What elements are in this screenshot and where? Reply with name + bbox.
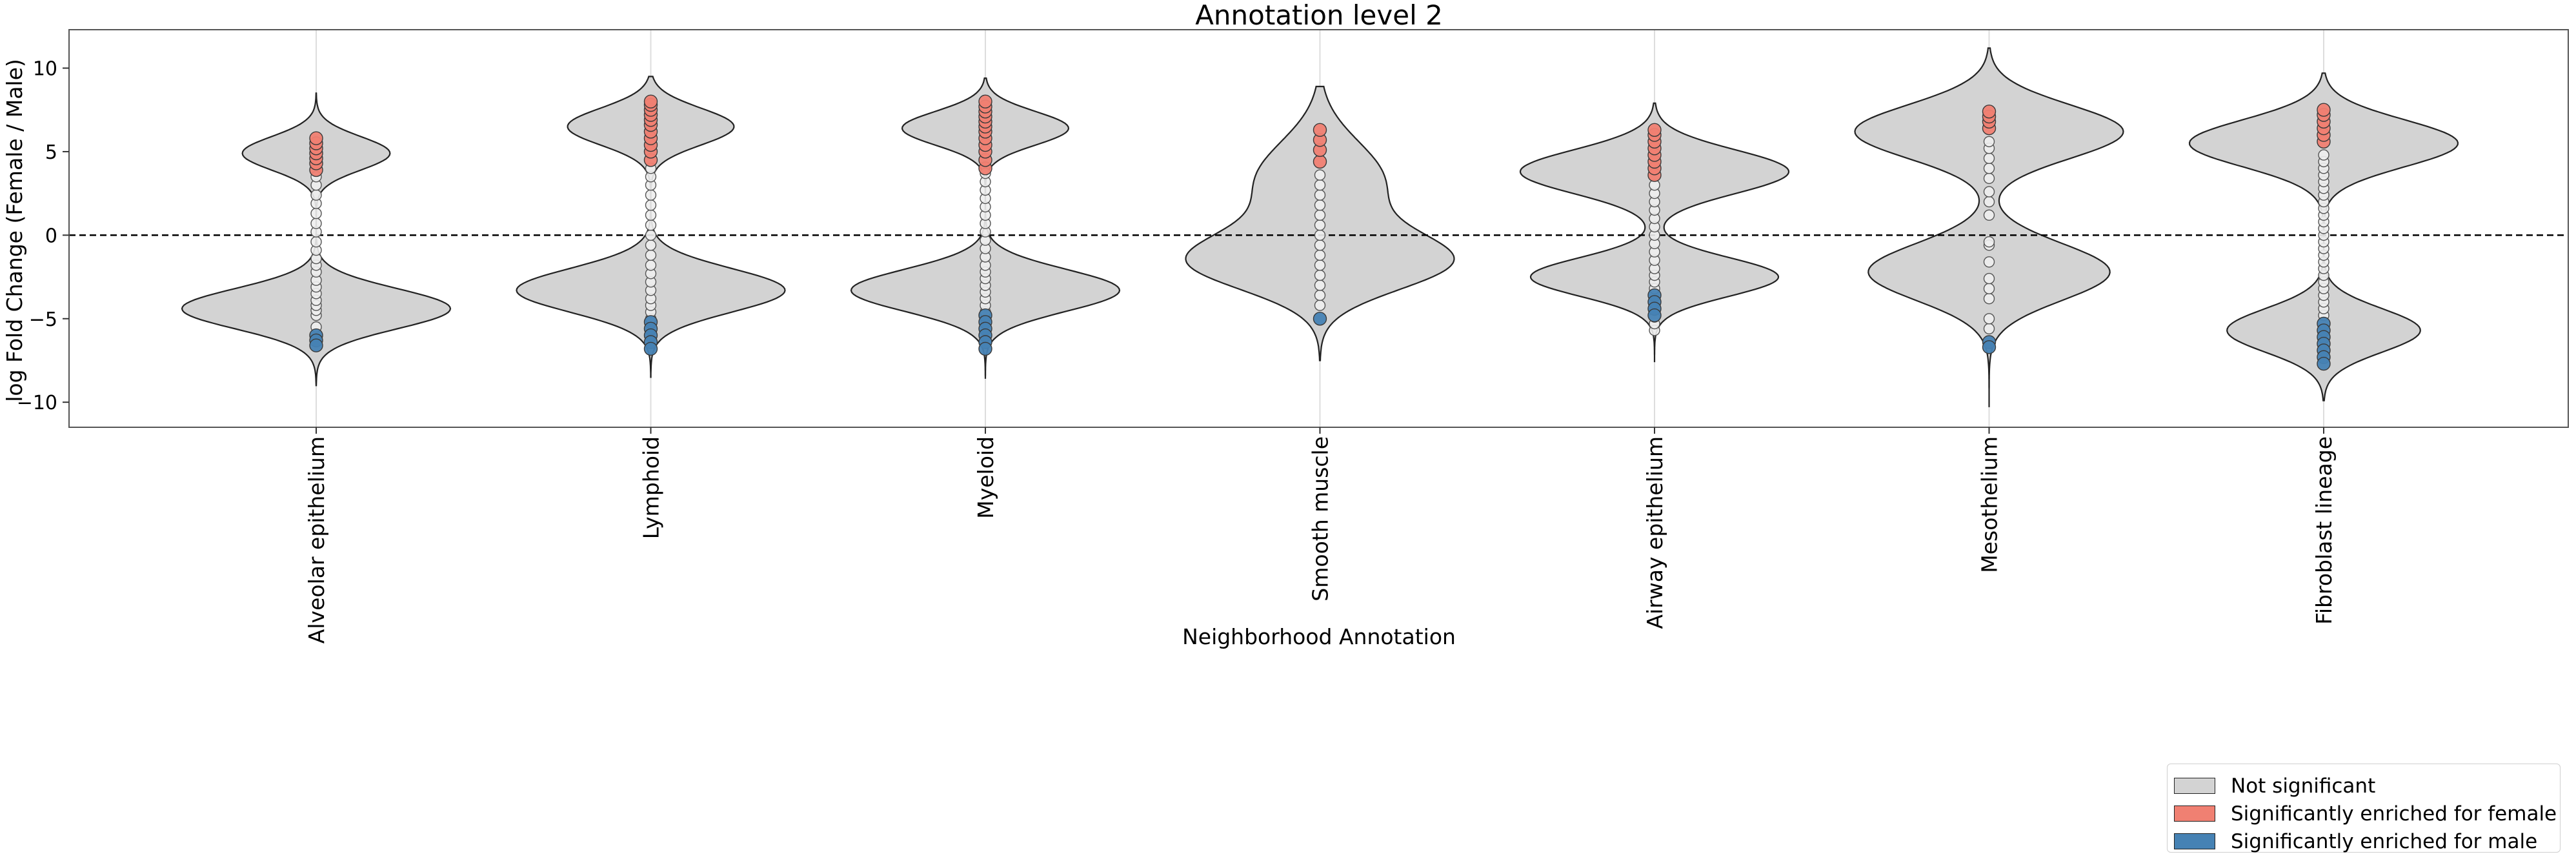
point-smooth-muscle-not-significant (1314, 219, 1326, 231)
point-airway-epithelium-male (1647, 308, 1662, 323)
point-mesothelium-not-significant (1983, 186, 1995, 198)
point-mesothelium-not-significant (1983, 136, 1995, 148)
point-smooth-muscle-female (1313, 123, 1327, 137)
point-fibroblast-lineage-male (2317, 356, 2331, 371)
point-smooth-muscle-not-significant (1314, 179, 1326, 191)
legend: Not significant Significantly enriched f… (2167, 764, 2561, 853)
legend-item-male: Significantly enriched for male (2174, 827, 2560, 855)
point-smooth-muscle-not-significant (1314, 259, 1326, 271)
point-mesothelium-male (1982, 340, 1997, 354)
point-alveolar-epithelium-female (309, 131, 323, 145)
point-smooth-muscle-not-significant (1314, 269, 1326, 281)
y-tick-label: −10 (17, 392, 57, 414)
point-smooth-muscle-female (1313, 154, 1327, 169)
point-mesothelium-not-significant (1983, 283, 1995, 294)
point-mesothelium-not-significant (1983, 236, 1995, 248)
point-smooth-muscle-not-significant (1314, 289, 1326, 301)
legend-item-female: Significantly enriched for female (2174, 800, 2560, 827)
legend-label-female: Significantly enriched for female (2231, 802, 2557, 826)
point-mesothelium-not-significant (1983, 163, 1995, 174)
point-fibroblast-lineage-not-significant (2318, 149, 2329, 161)
x-axis-label: Neighborhood Annotation (1182, 624, 1456, 649)
violin-mesothelium (1854, 47, 2124, 407)
point-fibroblast-lineage-female (2317, 103, 2331, 117)
chart-title: Annotation level 2 (1195, 0, 1443, 31)
point-lymphoid-not-significant (645, 189, 657, 201)
point-smooth-muscle-not-significant (1314, 249, 1326, 261)
point-airway-epithelium-female (1647, 123, 1662, 137)
plot-frame (68, 29, 2569, 428)
point-smooth-muscle-not-significant (1314, 279, 1326, 291)
y-tick-label: 10 (33, 58, 57, 81)
legend-item-not-significant: Not significant (2174, 772, 2560, 800)
point-lymphoid-male (643, 341, 658, 356)
point-mesothelium-not-significant (1983, 152, 1995, 165)
point-mesothelium-not-significant (1983, 293, 1995, 305)
point-mesothelium-not-significant (1983, 313, 1995, 325)
y-tick-label: 5 (45, 141, 57, 164)
legend-swatch-not-significant (2174, 778, 2215, 794)
point-mesothelium-not-significant (1983, 209, 1995, 221)
point-alveolar-epithelium-male (309, 338, 323, 352)
point-smooth-muscle-male (1313, 312, 1327, 326)
point-mesothelium-not-significant (1983, 272, 1995, 285)
point-smooth-muscle-not-significant (1314, 229, 1326, 241)
x-tick-label-myeloid: Myeloid (973, 436, 998, 519)
point-lymphoid-not-significant (645, 209, 657, 221)
point-myeloid-female (978, 94, 992, 109)
point-mesothelium-female (1982, 105, 1997, 119)
point-smooth-muscle-not-significant (1314, 209, 1326, 221)
y-axis-label: log Fold Change (Female / Male) (2, 59, 27, 402)
point-alveolar-epithelium-not-significant (310, 208, 322, 219)
point-alveolar-epithelium-not-significant (310, 218, 322, 229)
y-tick-label: 0 (45, 225, 57, 247)
data-points (309, 94, 2331, 371)
point-lymphoid-not-significant (645, 219, 657, 231)
legend-label-male: Significantly enriched for male (2231, 829, 2538, 853)
point-alveolar-epithelium-not-significant (310, 189, 322, 201)
point-mesothelium-not-significant (1983, 256, 1995, 268)
x-tick-label-airway-epithelium: Airway epithelium (1642, 436, 1667, 629)
point-mesothelium-not-significant (1983, 323, 1995, 334)
x-tick-label-mesothelium: Mesothelium (1977, 436, 2002, 573)
x-tick-label-alveolar-epithelium: Alveolar epithelium (304, 436, 329, 643)
point-lymphoid-not-significant (645, 249, 657, 261)
point-smooth-muscle-not-significant (1314, 169, 1326, 181)
y-axis: −10 −5 0 5 10 (17, 58, 69, 414)
x-axis: Alveolar epithelium Lymphoid Myeloid Smooth… (304, 427, 2337, 643)
point-mesothelium-not-significant (1983, 196, 1995, 208)
point-smooth-muscle-not-significant (1314, 189, 1326, 201)
point-lymphoid-not-significant (645, 199, 657, 211)
point-mesothelium-not-significant (1983, 172, 1995, 185)
point-lymphoid-not-significant (645, 229, 657, 241)
x-tick-label-lymphoid: Lymphoid (639, 436, 664, 539)
point-alveolar-epithelium-not-significant (310, 236, 322, 248)
point-myeloid-male (978, 341, 992, 356)
point-smooth-muscle-not-significant (1314, 239, 1326, 251)
x-tick-label-fibroblast-lineage: Fibroblast lineage (2311, 436, 2337, 625)
point-lymphoid-not-significant (645, 239, 657, 251)
point-lymphoid-female (643, 94, 658, 109)
point-lymphoid-not-significant (645, 259, 657, 271)
legend-swatch-female (2174, 805, 2215, 822)
point-smooth-muscle-not-significant (1314, 299, 1326, 311)
y-tick-label: −5 (29, 309, 57, 331)
x-tick-label-smooth-muscle: Smooth muscle (1308, 436, 1333, 602)
point-smooth-muscle-not-significant (1314, 199, 1326, 211)
legend-label-not-significant: Not significant (2231, 774, 2376, 798)
legend-swatch-male (2174, 833, 2215, 849)
